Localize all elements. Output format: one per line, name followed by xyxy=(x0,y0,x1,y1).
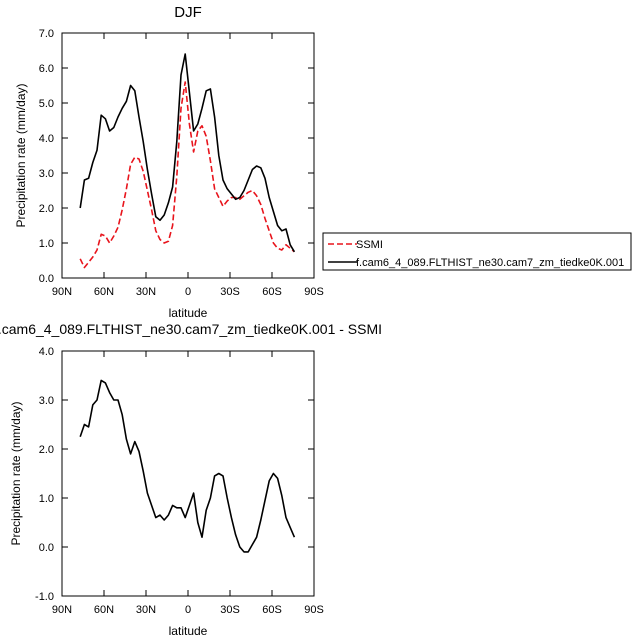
x-tick-label: 60S xyxy=(262,286,282,298)
x-axis: 90N 60N 30N 0 30S 60S 90S xyxy=(52,351,324,616)
y-tick-label: 2.0 xyxy=(39,203,54,215)
panel-title: f.cam6_4_089.FLTHIST_ne30.cam7_zm_tiedke… xyxy=(0,321,382,337)
y-axis-label: Precipitation rate (mm/day) xyxy=(9,401,23,545)
x-tick-label: 30S xyxy=(220,604,240,616)
x-tick-label: 30N xyxy=(136,604,156,616)
y-axis: 0.0 1.0 2.0 3.0 4.0 5.0 6.0 7.0 xyxy=(39,28,314,285)
y-tick-label: -1.0 xyxy=(35,591,54,603)
x-tick-label: 90N xyxy=(52,604,72,616)
x-tick-label: 60N xyxy=(94,604,114,616)
y-tick-label: 4.0 xyxy=(39,346,54,358)
y-tick-label: 0.0 xyxy=(39,273,54,285)
x-tick-label: 30N xyxy=(136,286,156,298)
panel-mean-precip: DJF 0.0 1.0 2.0 3.0 4.0 5.0 6.0 7.0 90N 60N 30N 0 3… xyxy=(14,4,324,320)
y-axis: -1.0 0.0 1.0 2.0 3.0 4.0 xyxy=(35,346,314,603)
plot-lines xyxy=(79,53,296,269)
y-axis-label: Precipitation rate (mm/day) xyxy=(14,83,28,227)
x-tick-label: 30S xyxy=(220,286,240,298)
y-tick-label: 4.0 xyxy=(39,133,54,145)
x-axis: 90N 60N 30N 0 30S 60S 90S xyxy=(52,33,324,298)
x-tick-label: 0 xyxy=(185,604,191,616)
y-tick-label: 5.0 xyxy=(39,98,54,110)
y-tick-label: 3.0 xyxy=(39,395,54,407)
series-line-0 xyxy=(79,379,296,553)
x-tick-label: 60N xyxy=(94,286,114,298)
x-tick-label: 60S xyxy=(262,604,282,616)
legend-box xyxy=(322,232,632,271)
x-axis-label: latitude xyxy=(169,624,208,638)
legend-label-ssmi: SSMI xyxy=(356,239,383,251)
x-axis-label: latitude xyxy=(169,306,208,320)
legend-label-model: f.cam6_4_089.FLTHIST_ne30.cam7_zm_tiedke… xyxy=(356,257,624,269)
series-line-0 xyxy=(79,81,295,269)
y-tick-label: 3.0 xyxy=(39,168,54,180)
y-tick-label: 2.0 xyxy=(39,444,54,456)
y-tick-label: 1.0 xyxy=(39,493,54,505)
panel-difference: f.cam6_4_089.FLTHIST_ne30.cam7_zm_tiedke… xyxy=(0,321,382,638)
y-tick-label: 0.0 xyxy=(39,542,54,554)
plot-lines xyxy=(79,379,296,553)
x-tick-label: 90S xyxy=(304,604,324,616)
panel-title: DJF xyxy=(174,4,202,21)
legend: SSMI f.cam6_4_089.FLTHIST_ne30.cam7_zm_t… xyxy=(322,232,632,271)
x-tick-label: 0 xyxy=(185,286,191,298)
y-tick-label: 7.0 xyxy=(39,28,54,40)
x-tick-label: 90S xyxy=(304,286,324,298)
series-line-1 xyxy=(79,53,296,253)
y-tick-label: 6.0 xyxy=(39,63,54,75)
x-tick-label: 90N xyxy=(52,286,72,298)
y-tick-label: 1.0 xyxy=(39,238,54,250)
